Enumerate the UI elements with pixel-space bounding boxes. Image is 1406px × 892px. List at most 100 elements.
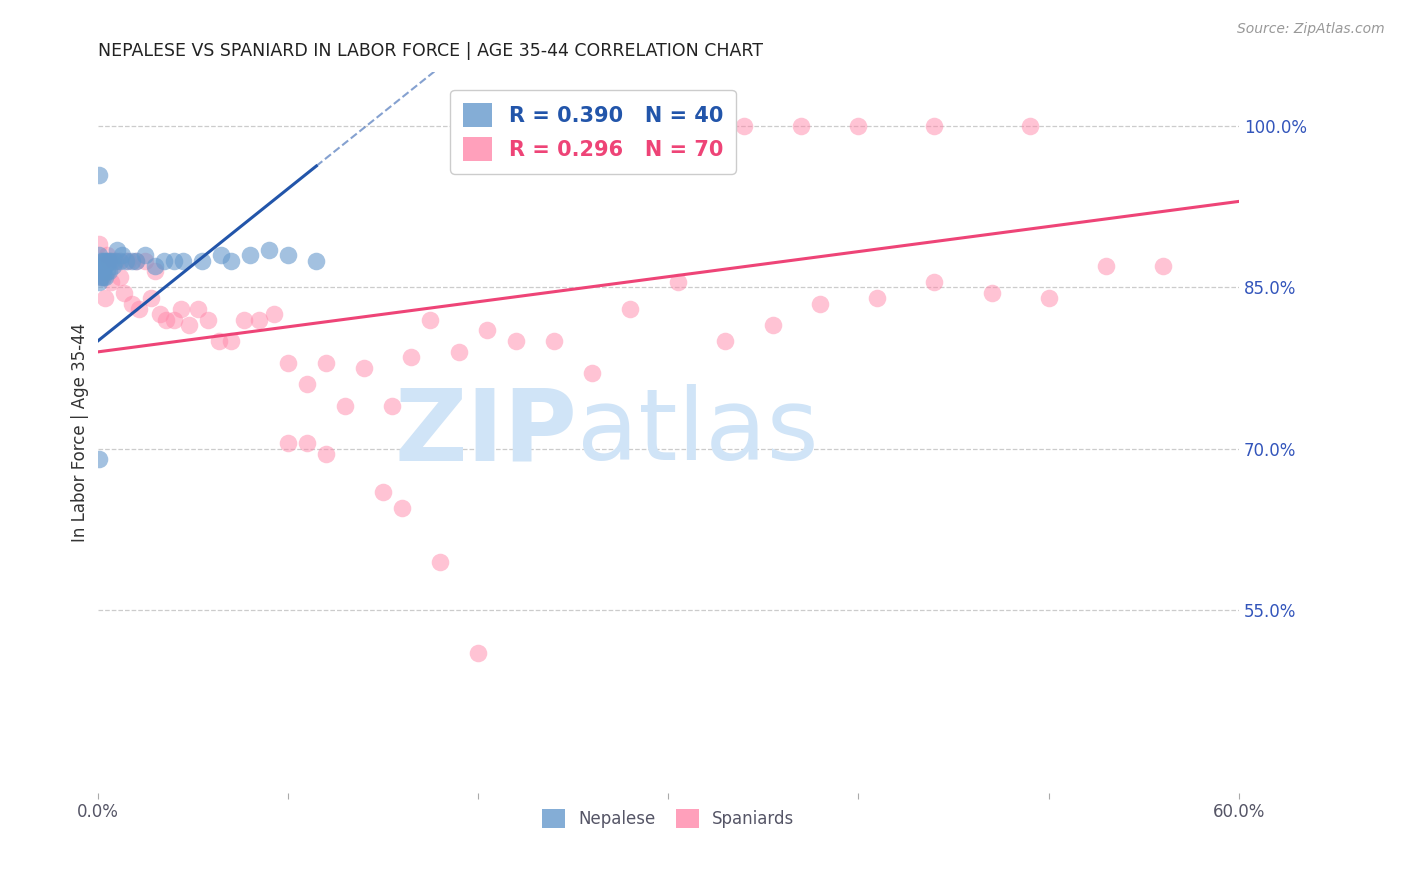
Point: [505, 119, 527, 133]
Point: [90, 269, 112, 284]
Text: ZIP: ZIP: [394, 384, 576, 481]
Point: [762, 318, 785, 332]
Point: [208, 334, 231, 348]
Point: [115, 253, 138, 268]
Point: [219, 253, 242, 268]
Point: [90, 253, 112, 268]
Point: [219, 334, 242, 348]
Point: [247, 312, 270, 326]
Point: [170, 301, 193, 316]
Point: [505, 334, 527, 348]
Point: [96, 253, 118, 268]
Text: NEPALESE VS SPANIARD IN LABOR FORCE | AGE 35-44 CORRELATION CHART: NEPALESE VS SPANIARD IN LABOR FORCE | AG…: [97, 42, 762, 60]
Legend: Nepalese, Spaniards: Nepalese, Spaniards: [536, 802, 801, 835]
Point: [89, 237, 111, 252]
Point: [111, 248, 134, 262]
Point: [100, 253, 122, 268]
Point: [89, 168, 111, 182]
Point: [371, 484, 394, 499]
Point: [447, 345, 470, 359]
Point: [277, 248, 299, 262]
Point: [89, 452, 111, 467]
Point: [94, 269, 117, 284]
Point: [143, 264, 166, 278]
Point: [172, 253, 194, 268]
Point: [101, 253, 124, 268]
Point: [295, 377, 318, 392]
Point: [101, 259, 124, 273]
Point: [808, 296, 831, 310]
Point: [100, 275, 122, 289]
Point: [163, 253, 186, 268]
Point: [1094, 259, 1116, 273]
Point: [924, 275, 946, 289]
Point: [277, 356, 299, 370]
Point: [239, 248, 262, 262]
Point: [924, 119, 946, 133]
Point: [381, 399, 404, 413]
Point: [105, 243, 128, 257]
Point: [191, 253, 214, 268]
Point: [96, 248, 118, 262]
Point: [163, 312, 186, 326]
Point: [90, 259, 112, 273]
Point: [209, 248, 232, 262]
Point: [149, 307, 172, 321]
Point: [619, 119, 641, 133]
Point: [277, 436, 299, 450]
Point: [98, 264, 121, 278]
Point: [89, 275, 111, 289]
Point: [353, 361, 375, 376]
Point: [143, 259, 166, 273]
Point: [581, 367, 603, 381]
Point: [124, 253, 146, 268]
Point: [121, 253, 143, 268]
Point: [419, 312, 441, 326]
Point: [315, 447, 337, 461]
Point: [124, 253, 146, 268]
Point: [263, 307, 285, 321]
Point: [110, 253, 132, 268]
Point: [94, 253, 117, 268]
Point: [197, 312, 219, 326]
Point: [104, 253, 127, 268]
Point: [89, 248, 111, 262]
Text: atlas: atlas: [576, 384, 818, 481]
Point: [139, 291, 162, 305]
Point: [110, 269, 132, 284]
Point: [733, 119, 755, 133]
Point: [155, 312, 177, 326]
Point: [543, 119, 565, 133]
Point: [1152, 259, 1174, 273]
Point: [848, 119, 870, 133]
Point: [187, 301, 209, 316]
Point: [676, 119, 699, 133]
Point: [121, 296, 143, 310]
Point: [866, 291, 889, 305]
Point: [980, 285, 1002, 300]
Point: [543, 334, 565, 348]
Point: [1038, 291, 1060, 305]
Point: [295, 436, 318, 450]
Text: Source: ZipAtlas.com: Source: ZipAtlas.com: [1237, 22, 1385, 37]
Point: [98, 253, 121, 268]
Point: [90, 269, 112, 284]
Point: [105, 253, 128, 268]
Point: [90, 264, 112, 278]
Point: [91, 259, 114, 273]
Point: [619, 301, 641, 316]
Point: [94, 291, 117, 305]
Point: [91, 253, 114, 268]
Point: [112, 285, 135, 300]
Point: [94, 259, 117, 273]
Point: [467, 646, 489, 660]
Point: [305, 253, 328, 268]
Point: [128, 301, 150, 316]
Point: [401, 351, 423, 365]
Point: [91, 264, 114, 278]
Point: [1018, 119, 1040, 133]
Point: [391, 500, 413, 515]
Point: [134, 248, 156, 262]
Point: [233, 312, 256, 326]
Point: [153, 253, 176, 268]
